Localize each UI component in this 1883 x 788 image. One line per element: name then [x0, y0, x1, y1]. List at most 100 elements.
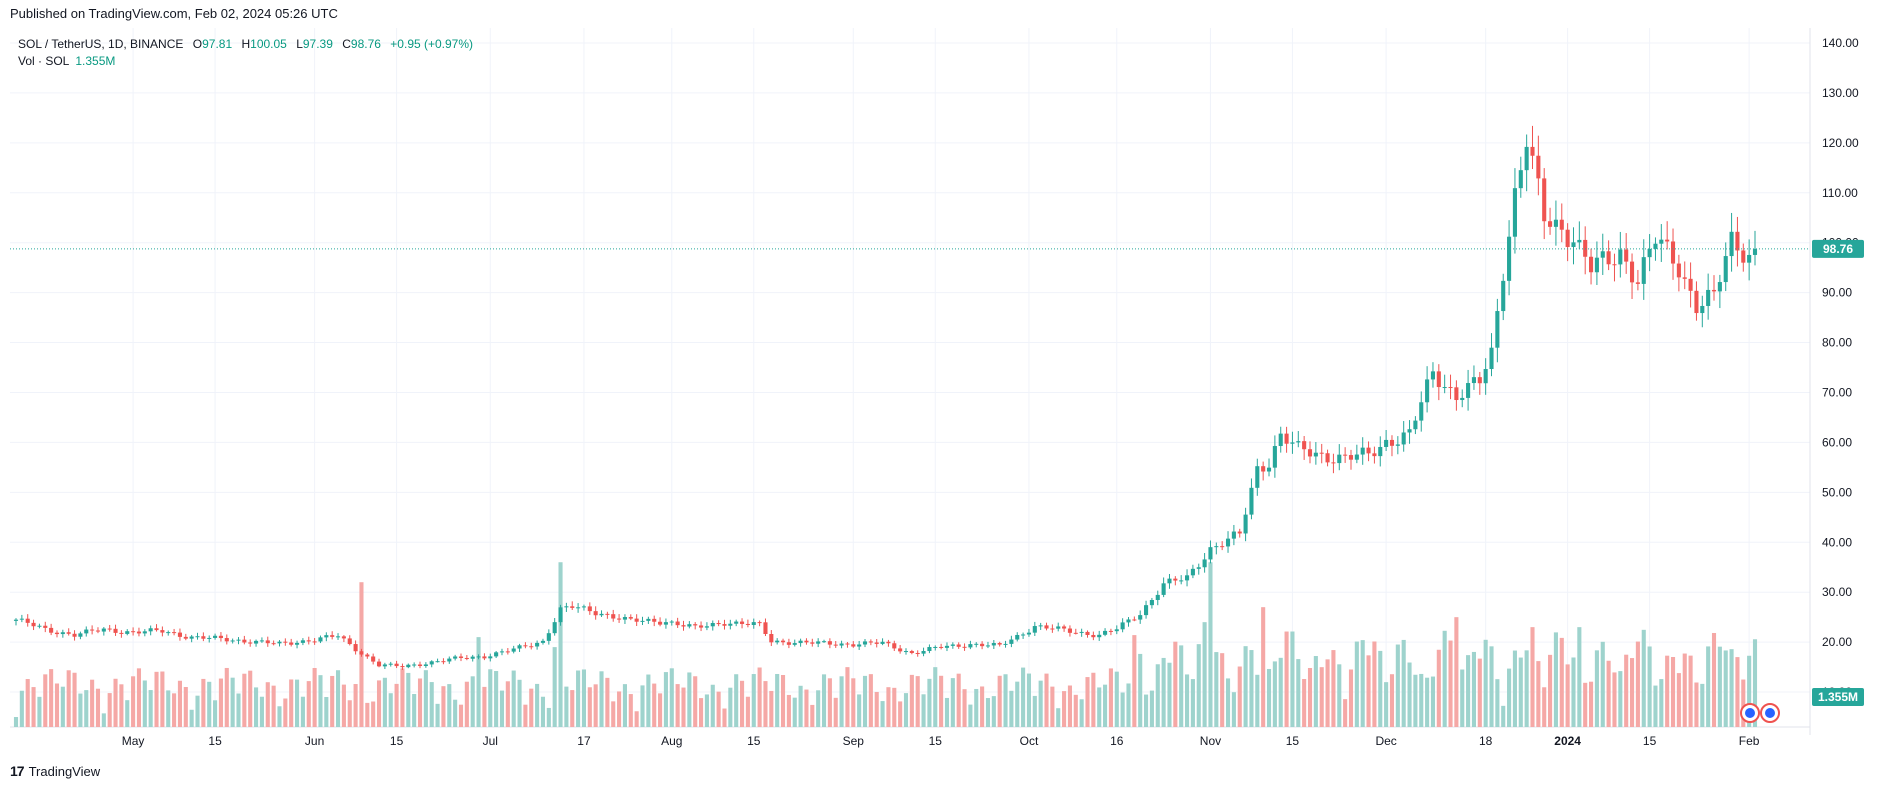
candle-body: [909, 651, 914, 653]
candle-body: [1442, 387, 1447, 389]
last-volume-label: 1.355M: [1818, 690, 1858, 704]
volume-bar: [1237, 666, 1242, 727]
volume-bar: [997, 675, 1002, 727]
candle-body: [218, 635, 223, 639]
volume-bar: [248, 670, 253, 727]
candle-body: [1682, 277, 1687, 279]
candle-body: [1729, 231, 1734, 257]
y-tick-label: 20.00: [1822, 635, 1852, 649]
candle-body: [763, 622, 768, 635]
candle-body: [1606, 251, 1611, 265]
volume-bar: [1225, 678, 1231, 727]
candle-body: [587, 606, 592, 612]
candle-body: [1477, 377, 1482, 384]
volume-bar: [1073, 694, 1078, 727]
volume-bar: [1378, 650, 1383, 727]
candle-body: [968, 644, 973, 648]
volume-bar: [1723, 650, 1728, 727]
volume-bar: [447, 684, 452, 727]
candle-body: [576, 607, 581, 609]
event-flag-icon: [1745, 708, 1755, 718]
candle-body: [857, 644, 862, 647]
candle-body: [974, 643, 979, 645]
volume-bar: [1524, 650, 1529, 727]
candle-body: [300, 640, 305, 643]
candle-body: [622, 617, 627, 620]
candle-body: [845, 643, 850, 645]
volume-bar: [13, 717, 19, 727]
x-tick-label: 17: [577, 734, 591, 748]
volume-bar: [66, 670, 71, 727]
candle-body: [371, 656, 376, 662]
candle-body: [886, 641, 891, 644]
legend-change: +0.95 (+0.97%): [390, 37, 474, 51]
volume-bar: [1401, 639, 1406, 727]
candle-body: [745, 623, 750, 625]
volume-bar: [54, 683, 60, 727]
y-tick-label: 120.00: [1822, 136, 1859, 150]
candle-body: [950, 644, 955, 646]
candle-body: [552, 622, 557, 634]
candle-body: [1425, 379, 1430, 403]
volume-bar: [576, 670, 581, 727]
candle-body: [581, 606, 587, 608]
volume-bar: [699, 698, 704, 727]
candle-body: [944, 645, 950, 648]
candle-body: [535, 642, 540, 647]
candle-body: [898, 648, 903, 652]
candle-body: [31, 622, 36, 627]
candle-body: [25, 618, 30, 623]
volume-bar: [494, 671, 499, 727]
volume-bar: [669, 668, 674, 727]
candle-body: [1214, 546, 1219, 548]
volume-bar: [254, 687, 259, 727]
candle-body: [933, 646, 938, 648]
footer[interactable]: 17 TradingView: [10, 763, 100, 779]
candle-body: [330, 635, 335, 637]
volume-bar: [804, 689, 809, 727]
x-tick-label: Jun: [305, 734, 324, 748]
volume-bar: [1430, 676, 1436, 727]
volume-bar: [1126, 683, 1131, 727]
x-tick-label: Dec: [1375, 734, 1396, 748]
candle-body: [1085, 631, 1090, 635]
candle-body: [1647, 248, 1652, 258]
volume-bar: [1682, 653, 1687, 727]
candle-body: [335, 636, 341, 638]
candle-body: [72, 633, 77, 637]
y-tick-label: 140.00: [1822, 36, 1859, 50]
candle-body: [1237, 531, 1242, 534]
candle-body: [1530, 146, 1535, 156]
volume-bar: [985, 698, 991, 727]
volume-bar: [101, 713, 106, 727]
volume-bar: [441, 686, 446, 727]
candle-body: [359, 651, 364, 655]
volume-bar: [1144, 694, 1149, 727]
volume-bar: [1653, 685, 1658, 727]
candle-body: [927, 647, 932, 652]
volume-bar: [271, 685, 276, 727]
volume-bar: [1062, 691, 1067, 727]
candle-body: [1302, 441, 1307, 450]
candle-body: [1717, 282, 1722, 292]
volume-bar: [1583, 682, 1588, 727]
volume-bar: [1676, 673, 1681, 727]
candle-body: [1471, 377, 1476, 384]
candle-body: [488, 656, 493, 659]
candle-body: [833, 644, 838, 646]
candle-body: [166, 632, 171, 634]
volume-bar: [1565, 664, 1570, 727]
volume-bar: [1407, 662, 1412, 727]
volume-bar: [365, 702, 370, 727]
candle-body: [37, 625, 42, 627]
volume-bar: [1179, 645, 1184, 727]
volume-bar: [277, 706, 282, 727]
candle-body: [230, 640, 235, 642]
candle-body: [248, 642, 253, 644]
candle-body: [1091, 634, 1096, 638]
candle-body: [1167, 578, 1172, 584]
y-tick-label: 60.00: [1822, 435, 1852, 449]
volume-bar: [862, 675, 868, 727]
volume-bar: [312, 667, 317, 727]
